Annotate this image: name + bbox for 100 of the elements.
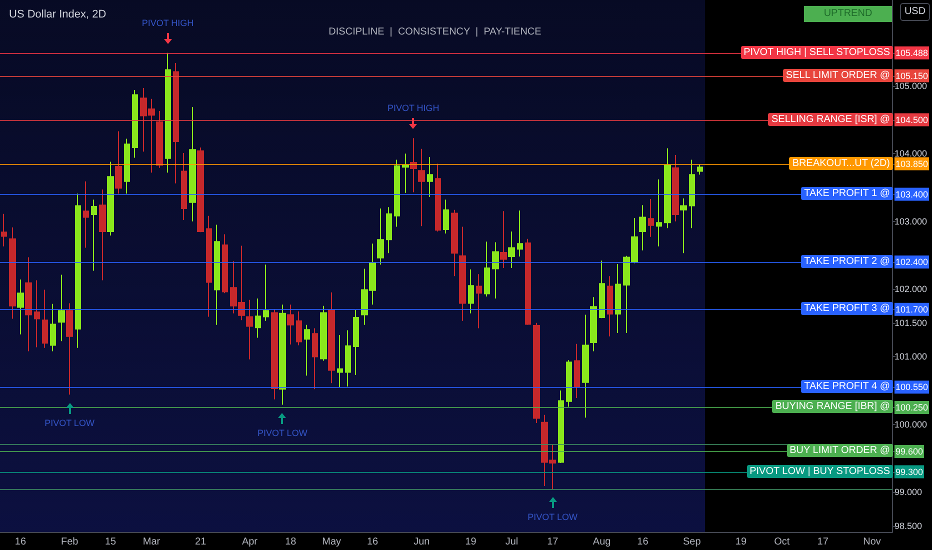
y-tick-label: 103.000 xyxy=(894,216,928,226)
y-tick-label: 104.000 xyxy=(894,148,928,159)
x-tick-label: 16 xyxy=(366,536,379,548)
candlestick xyxy=(689,159,695,229)
candlestick xyxy=(312,328,318,390)
candlestick xyxy=(206,215,212,318)
candlestick xyxy=(468,268,474,314)
candlestick xyxy=(386,206,392,254)
candlestick xyxy=(558,390,564,464)
candlestick xyxy=(574,343,580,398)
candlestick xyxy=(156,110,163,168)
y-tick-label: 100.250 xyxy=(895,402,928,412)
x-tick-label: Jun xyxy=(414,536,430,548)
y-tick-label: 105.000 xyxy=(894,80,928,91)
x-tick-label: Feb xyxy=(60,536,79,548)
y-tick-label: 101.700 xyxy=(895,304,928,314)
candlestick xyxy=(599,260,605,319)
x-tick-label: May xyxy=(322,536,342,548)
ref-line-label: SELL LIMIT ORDER @ xyxy=(782,68,893,82)
ref-line-label: PIVOT LOW | BUY STOPLOSS xyxy=(746,464,893,478)
ref-line-label: BUYING RANGE [IBR] @ xyxy=(772,400,893,414)
candlestick xyxy=(255,298,261,338)
candlestick xyxy=(124,138,130,194)
x-tick-label: 16 xyxy=(637,536,649,548)
candlestick xyxy=(427,156,433,198)
candlestick xyxy=(320,305,327,362)
ref-line-label: BUY LIMIT ORDER @ xyxy=(786,444,893,458)
y-tick-label: 105.488 xyxy=(895,48,928,58)
candlestick xyxy=(1,213,7,247)
candlestick xyxy=(607,276,613,337)
x-tick-label: Mar xyxy=(142,536,161,548)
candlestick xyxy=(246,299,253,360)
y-tick-label: 103.400 xyxy=(895,189,928,200)
candlestick xyxy=(83,180,89,248)
candlestick xyxy=(508,230,515,269)
candlestick xyxy=(173,62,179,184)
x-tick-label: Aug xyxy=(592,536,611,548)
candlestick xyxy=(500,210,507,269)
candlestick xyxy=(435,163,441,232)
candlestick xyxy=(533,322,540,424)
candlestick xyxy=(582,314,589,418)
candlestick xyxy=(697,164,703,176)
y-tick-label: 99.600 xyxy=(895,446,923,456)
y-tick-label: 101.000 xyxy=(894,352,928,362)
ref-line-label: BREAKOUT...UT (2D) xyxy=(789,156,893,170)
candlestick xyxy=(25,256,32,352)
text: DISCIPLINE | CONSISTENCY | PAY-TIENCE xyxy=(328,26,542,38)
candlestick xyxy=(525,238,531,326)
candlestick xyxy=(214,224,220,326)
y-tick-label: 101.500 xyxy=(894,318,928,328)
x-tick-label: Oct xyxy=(774,536,790,548)
candlestick xyxy=(402,153,409,194)
candlestick xyxy=(304,324,310,376)
candlestick xyxy=(672,154,679,222)
ref-line-label: TAKE PROFIT 3 @ xyxy=(801,302,893,316)
candlestick xyxy=(197,147,204,233)
candlestick xyxy=(99,189,106,281)
candlestick xyxy=(287,304,294,346)
candlestick xyxy=(115,130,122,194)
y-tick-label: 105.150 xyxy=(895,70,928,81)
candlestick xyxy=(34,280,40,348)
annotation: PIVOT HIGH xyxy=(387,102,440,116)
candlestick xyxy=(17,279,24,335)
candlestick xyxy=(680,198,687,254)
candlestick xyxy=(639,204,646,251)
candlestick xyxy=(476,274,482,329)
candlestick xyxy=(451,209,458,277)
y-tick-label: 100.550 xyxy=(895,382,928,392)
ref-line-label: PIVOT HIGH | SELL STOPLOSS xyxy=(740,46,893,59)
y-tick-label: 99.000 xyxy=(894,487,922,498)
candlestick xyxy=(181,152,187,220)
candlestick xyxy=(492,242,499,299)
candlestick xyxy=(566,360,572,408)
candlestick xyxy=(263,264,269,322)
text: US Dollar Index, 2D xyxy=(9,8,106,20)
y-tick-label: 103.850 xyxy=(895,158,928,169)
y-tick-label: 99.300 xyxy=(895,466,923,477)
candlestick xyxy=(377,208,384,266)
x-tick-label: 15 xyxy=(104,536,117,548)
ref-line-label: TAKE PROFIT 1 @ xyxy=(801,187,893,200)
candlestick xyxy=(222,234,228,294)
y-tick-label: 104.500 xyxy=(895,114,928,125)
x-tick-label: 19 xyxy=(735,536,747,548)
candlestick xyxy=(664,148,671,229)
annotation: PIVOT LOW xyxy=(257,426,308,440)
x-tick-label: Jul xyxy=(505,536,518,548)
candlestick xyxy=(58,274,65,342)
candlestick xyxy=(328,292,335,384)
x-tick-label: Sep xyxy=(682,536,702,548)
x-tick-label: 16 xyxy=(14,536,26,548)
candlestick xyxy=(66,302,73,396)
candlestick xyxy=(410,138,417,193)
annotation: PIVOT LOW xyxy=(44,416,94,430)
candlestick xyxy=(296,310,302,346)
candlestick xyxy=(656,178,662,247)
candlestick xyxy=(418,148,425,227)
x-tick-label: 19 xyxy=(465,536,477,548)
candlestick xyxy=(337,334,343,388)
x-tick-label: 21 xyxy=(195,536,207,548)
y-tick-label: 98.500 xyxy=(894,520,922,531)
